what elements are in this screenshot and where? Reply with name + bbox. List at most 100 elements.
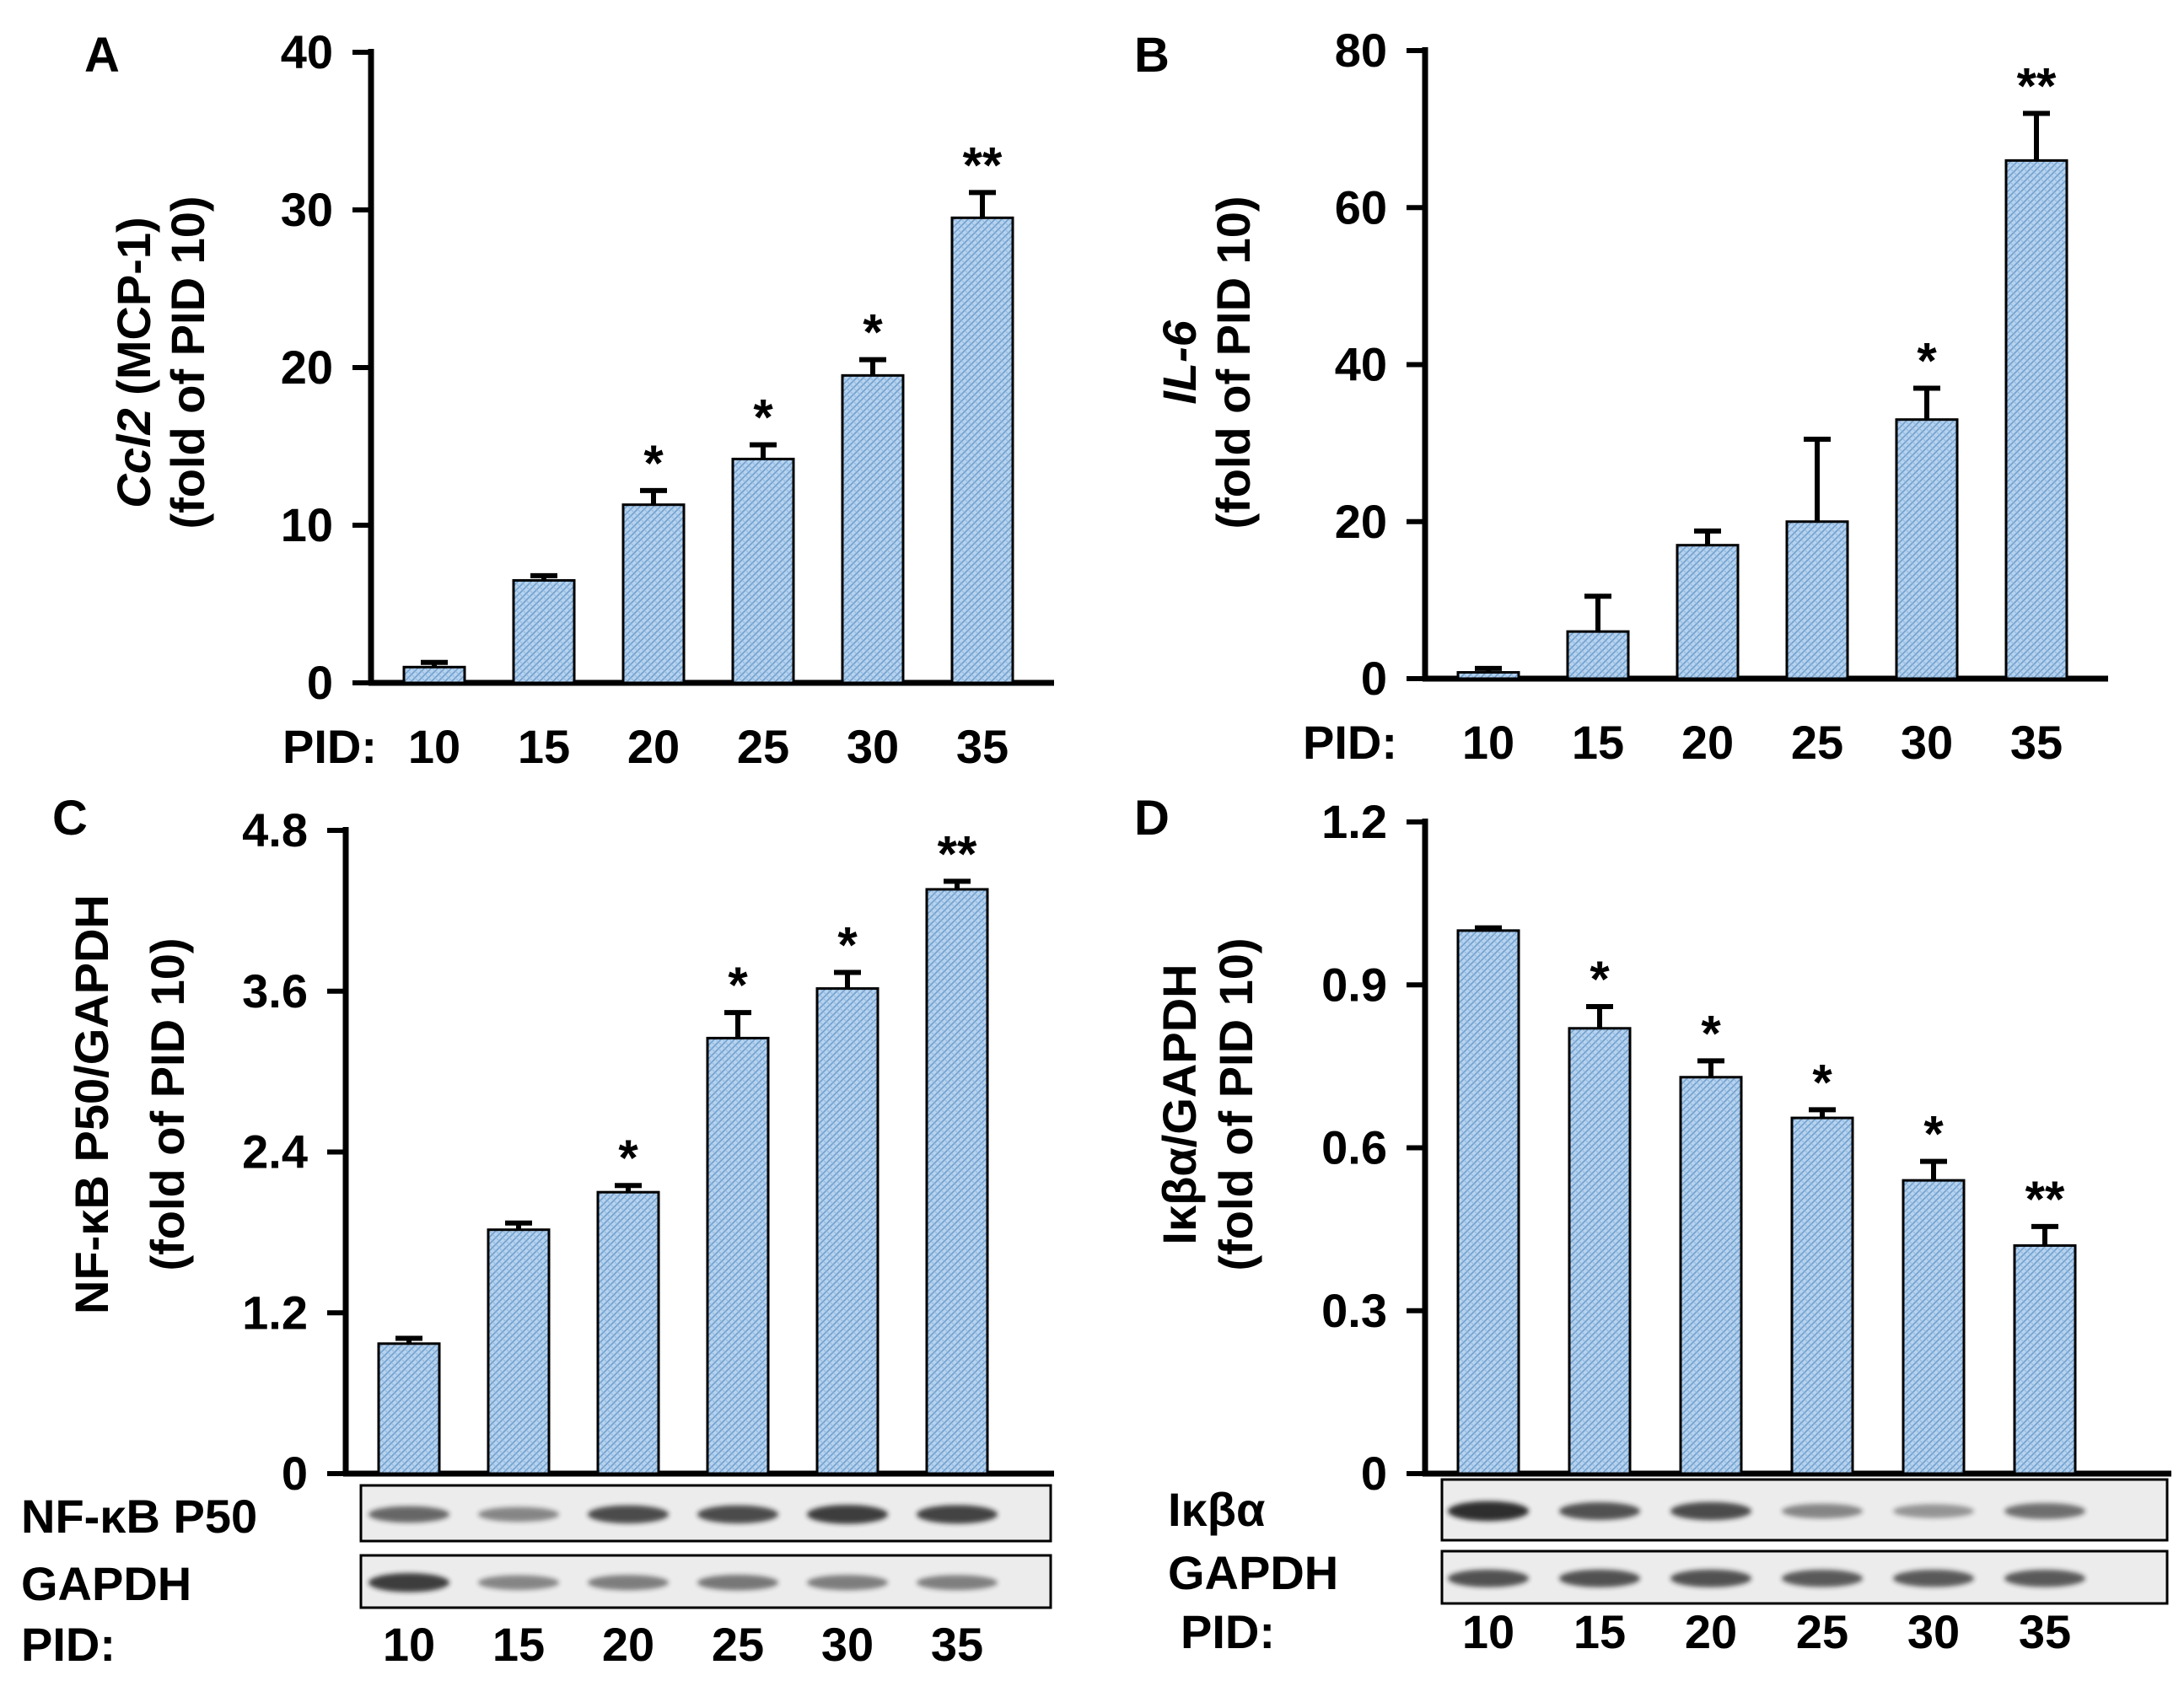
panel-a-x-tick-label: 20 [627, 720, 680, 773]
panel-d-y-tick-label: 0.9 [1321, 958, 1387, 1011]
panel-c-blot-band [697, 1574, 778, 1591]
panel-a-x-tick-label: 35 [956, 720, 1009, 773]
panel-c-significance: * [618, 1130, 638, 1186]
panel-c-y-tick-label: 2.4 [242, 1125, 308, 1179]
panel-c-bar [815, 987, 880, 1475]
panel-c-y-tick-label: 1.2 [242, 1286, 308, 1339]
panel-b-bar [1676, 544, 1740, 680]
panel-c-y-tick-label: 3.6 [242, 964, 308, 1018]
panel-a-y-tick-label: 30 [281, 183, 333, 236]
panel-d-y-tick-label: 0 [1361, 1447, 1387, 1500]
panel-d-blot-band [1559, 1569, 1640, 1587]
panel-c-significance: * [728, 957, 748, 1013]
panel-a-letter: A [84, 28, 120, 83]
panel-b-x-tick-label: 30 [1901, 716, 1953, 769]
panel-a-x-tick-label: 25 [737, 720, 789, 773]
panel-a-ylabel-line2: (fold of PID 10) [161, 196, 214, 529]
panel-c-significance: ** [938, 825, 977, 882]
panel-a-x-title: PID: [282, 720, 377, 773]
panel-d-blot-band [1448, 1569, 1529, 1587]
panel-a-significance: ** [963, 137, 1003, 193]
panel-c-x-tick-label: 25 [712, 1618, 764, 1671]
panel-a-ylabel-line1: Ccl2 (MCP-1) [107, 217, 160, 508]
panel-d: D Iκβα/GAPDH (fold of PID 10) Iκβα GAPDH… [1134, 791, 2171, 1658]
panel-c-blot-band [368, 1506, 449, 1523]
panel-d-significance: * [1701, 1005, 1721, 1061]
panel-d-blot-band [1893, 1569, 1974, 1587]
panel-d-blot-label-ikba: Iκβα [1168, 1483, 1265, 1536]
panel-d-x-tick-label: 15 [1573, 1605, 1626, 1658]
panel-b: B IL-6 (fold of PID 10) PID: 0 20 40 60 80 10… [1134, 24, 2108, 769]
panel-d-blot-band [2004, 1569, 2085, 1587]
panel-a-y-tick-label: 0 [307, 656, 333, 709]
panel-b-significance: * [1917, 332, 1937, 389]
panel-c-x-tick-label: 30 [821, 1618, 874, 1671]
panel-d-bar [1456, 929, 1520, 1475]
panel-d-significance: * [1812, 1054, 1832, 1110]
panel-b-y-tick-label: 20 [1335, 495, 1387, 548]
panel-b-x-tick-label: 35 [2010, 716, 2063, 769]
panel-d-blot-label-gapdh: GAPDH [1168, 1546, 1338, 1599]
panel-a-bar [841, 373, 905, 685]
panel-b-bar [1566, 630, 1630, 680]
panel-a-plot: 0 10 20 30 40 10 15 * 20 * 25 * 30 ** 35 [281, 25, 1054, 773]
panel-a-bar [621, 503, 686, 685]
panel-d-y-tick-label: 1.2 [1321, 795, 1387, 848]
panel-a-y-tick-label: 20 [281, 341, 333, 394]
panel-c-x-tick-label: 15 [492, 1618, 545, 1671]
panel-d-ylabel-line2: (fold of PID 10) [1209, 937, 1262, 1270]
panel-b-x-tick-label: 10 [1462, 716, 1514, 769]
panel-c-y-tick-label: 4.8 [242, 803, 308, 857]
panel-c-bar [706, 1036, 770, 1475]
panel-b-bar [1895, 418, 1959, 680]
panel-b-x-tick-label: 25 [1791, 716, 1843, 769]
panel-c: C NF-κB P50/GAPDH (fold of PID 10) NF-κB… [21, 791, 1054, 1671]
panel-b-ylabel-line2: (fold of PID 10) [1207, 196, 1260, 529]
panel-d-x-tick-label: 35 [2019, 1605, 2071, 1658]
panel-d-blot-band [2004, 1502, 2085, 1519]
panel-a-bar [731, 457, 795, 685]
panel-d-bar [1679, 1076, 1743, 1475]
panel-b-letter: B [1134, 28, 1170, 83]
panel-a-significance: * [643, 435, 664, 491]
panel-a-y-tick-label: 40 [281, 25, 333, 78]
panel-b-bar [1456, 671, 1520, 680]
panel-a: A Ccl2 (MCP-1) (fold of PID 10) PID: 0 10… [84, 25, 1054, 773]
panel-c-blot-band [478, 1575, 559, 1590]
panel-d-blot-band [1559, 1501, 1640, 1520]
panel-b-plot: 0 20 40 60 80 10 15 20 25 * 30 ** 35 [1335, 24, 2108, 769]
panel-d-blot-band [1670, 1501, 1751, 1521]
panel-c-y-tick-label: 0 [282, 1447, 308, 1500]
panel-d-bar [1790, 1116, 1854, 1475]
panel-b-bar [2004, 158, 2068, 680]
panel-c-plot: 0 1.2 2.4 3.6 4.8 10 15 * 20 * 25 * 30 ** 35 [242, 803, 1054, 1671]
panel-c-bar [925, 888, 989, 1475]
panel-b-significance: ** [2017, 58, 2057, 115]
panel-c-bar [377, 1342, 441, 1475]
panel-b-bar [1785, 520, 1849, 680]
panel-d-x-tick-label: 30 [1907, 1605, 1960, 1658]
panel-d-blot-band [1448, 1501, 1529, 1522]
panel-c-blot-label-nfkb: NF-κB P50 [21, 1490, 257, 1543]
panel-c-blot-band [478, 1506, 559, 1523]
panel-c-x-tick-label: 35 [931, 1618, 983, 1671]
panel-d-bar [2013, 1243, 2077, 1475]
panel-c-x-title: PID: [21, 1618, 116, 1671]
panel-a-significance: * [753, 389, 773, 446]
panel-c-bar [596, 1190, 660, 1475]
panel-a-x-tick-label: 30 [847, 720, 899, 773]
panel-c-significance: * [837, 916, 858, 973]
panel-a-bar [512, 578, 576, 685]
panel-d-bar [1902, 1179, 1966, 1475]
panel-c-ylabel-line2: (fold of PID 10) [141, 937, 194, 1270]
panel-a-x-tick-label: 15 [518, 720, 570, 773]
panel-c-blot-band [917, 1575, 998, 1591]
panel-c-x-tick-label: 20 [602, 1618, 654, 1671]
panel-d-plot: 0 0.3 0.6 0.9 1.2 10 * 15 * 20 * 25 * 30 ** 35 [1321, 795, 2171, 1658]
panel-d-significance: * [1923, 1106, 1944, 1163]
panel-a-bar [950, 216, 1014, 685]
panel-d-blot-band [1782, 1503, 1863, 1519]
panel-d-significance: * [1590, 951, 1610, 1007]
panel-b-y-tick-label: 40 [1335, 338, 1387, 391]
panel-d-letter: D [1134, 791, 1170, 846]
